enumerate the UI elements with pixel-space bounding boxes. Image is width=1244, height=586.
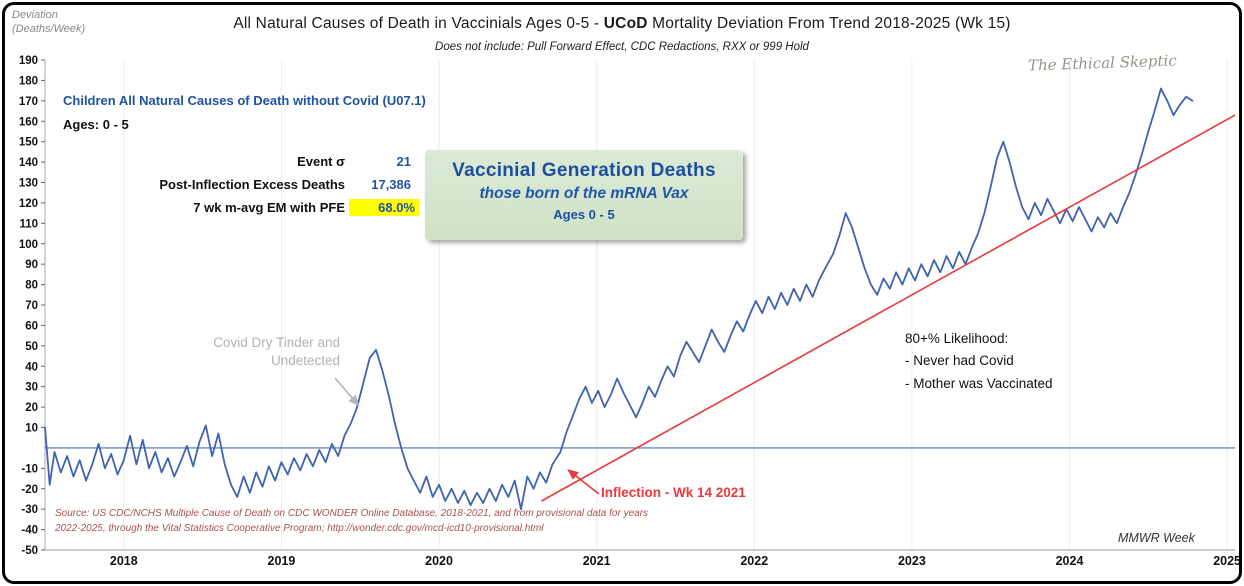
likelihood-item2: - Mother was Vaccinated xyxy=(905,375,1053,391)
x-axis-title: MMWR Week xyxy=(1118,531,1195,545)
y-tick-label: 160 xyxy=(19,116,38,128)
source-note: Source: US CDC/NCHS Multiple Cause of De… xyxy=(55,507,648,536)
y-tick-label: 40 xyxy=(25,361,38,373)
y-tick-label: 110 xyxy=(19,218,38,230)
likelihood-title: 80+% Likelihood: xyxy=(905,331,1009,346)
dry-tinder-line1: Covid Dry Tinder and xyxy=(213,335,340,350)
series-legend-label: Children All Natural Causes of Death wit… xyxy=(63,93,426,108)
callout-box: Vaccinial Generation Deaths those born o… xyxy=(425,150,743,240)
x-tick-label: 2024 xyxy=(1056,554,1084,568)
ages-label: Ages: 0 - 5 xyxy=(63,117,129,132)
chart-title: All Natural Causes of Death in Vaccinial… xyxy=(0,15,1244,33)
stats-row-event-sigma: Event σ 21 xyxy=(60,150,419,173)
y-tick-label: 70 xyxy=(25,300,38,312)
callout-subtitle: those born of the mRNA Vax xyxy=(479,185,689,202)
y-tick-label: 120 xyxy=(19,198,38,210)
chart-subtitle: Does not include: Pull Forward Effect, C… xyxy=(435,41,809,53)
likelihood-annotation: 80+% Likelihood: - Never had Covid - Mot… xyxy=(905,328,1053,395)
y-tick-label: 30 xyxy=(25,382,38,394)
stats-value-mavg-em-highlighted: 68.0% xyxy=(349,199,419,216)
y-tick-label: 180 xyxy=(19,75,38,87)
x-tick-label: 2020 xyxy=(425,554,453,568)
x-tick-label: 2022 xyxy=(740,554,768,568)
y-axis-title-line2: (Deaths/Week) xyxy=(12,23,86,36)
y-tick-label: 80 xyxy=(25,280,38,292)
inflection-arrow xyxy=(567,469,600,495)
dry-tinder-arrow xyxy=(334,377,360,407)
stats-label-event-sigma: Event σ xyxy=(297,154,345,169)
stats-label-excess-deaths: Post-Inflection Excess Deaths xyxy=(159,177,345,192)
dry-tinder-annotation: Covid Dry Tinder and Undetected xyxy=(130,334,340,370)
chart-title-part1: All Natural Causes of Death in Vaccinial… xyxy=(233,15,604,32)
y-tick-label: 50 xyxy=(25,341,38,353)
stats-value-excess-deaths: 17,386 xyxy=(371,177,411,192)
inflection-annotation: Inflection - Wk 14 2021 xyxy=(601,485,746,500)
y-tick-label: 90 xyxy=(25,259,38,271)
x-tick-label: 2018 xyxy=(110,554,138,568)
stats-label-mavg-em: 7 wk m-avg EM with PFE xyxy=(193,200,345,215)
stats-block: Event σ 21 Post-Inflection Excess Deaths… xyxy=(60,150,419,219)
y-axis-title-line1: Deviation xyxy=(12,9,58,21)
x-tick-label: 2019 xyxy=(268,554,296,568)
y-tick-label: 130 xyxy=(19,178,38,190)
y-tick-label: -10 xyxy=(21,463,38,475)
x-tick-label: 2025 xyxy=(1213,554,1241,568)
stats-row-mavg-em: 7 wk m-avg EM with PFE 68.0% xyxy=(60,196,419,219)
stats-value-event-sigma: 21 xyxy=(396,154,411,169)
chart-title-part2: Mortality Deviation From Trend 2018-2025… xyxy=(647,15,1011,32)
chart-title-ucod: UCoD xyxy=(603,15,648,32)
y-tick-label: 100 xyxy=(19,239,38,251)
y-tick-label: 170 xyxy=(19,96,38,108)
y-tick-label: -20 xyxy=(21,484,38,496)
deviation-series-line xyxy=(44,87,1194,511)
y-axis-title: Deviation (Deaths/Week) xyxy=(12,8,85,37)
x-tick-label: 2023 xyxy=(898,554,926,568)
callout-title: Vaccinial Generation Deaths xyxy=(452,160,716,181)
y-tick-label: -30 xyxy=(21,504,38,516)
y-tick-label: 20 xyxy=(25,402,38,414)
y-tick-label: 10 xyxy=(25,423,38,435)
y-tick-label: -50 xyxy=(21,545,38,557)
y-tick-label: 190 xyxy=(19,55,38,67)
y-tick-label: 150 xyxy=(19,137,38,149)
dry-tinder-line2: Undetected xyxy=(270,353,340,369)
stats-row-excess-deaths: Post-Inflection Excess Deaths 17,386 xyxy=(60,173,419,196)
y-tick-label: -40 xyxy=(21,525,38,537)
source-line1: Source: US CDC/NCHS Multiple Cause of De… xyxy=(55,508,649,519)
likelihood-item1: - Never had Covid xyxy=(905,353,1014,369)
trend-line xyxy=(541,114,1236,502)
y-tick-label: 60 xyxy=(25,320,38,332)
y-tick-label: 140 xyxy=(19,157,38,169)
x-tick-label: 2021 xyxy=(583,554,611,568)
callout-ages: Ages 0 - 5 xyxy=(553,207,615,222)
source-line2: 2022-2025, through the Vital Statistics … xyxy=(55,522,544,534)
